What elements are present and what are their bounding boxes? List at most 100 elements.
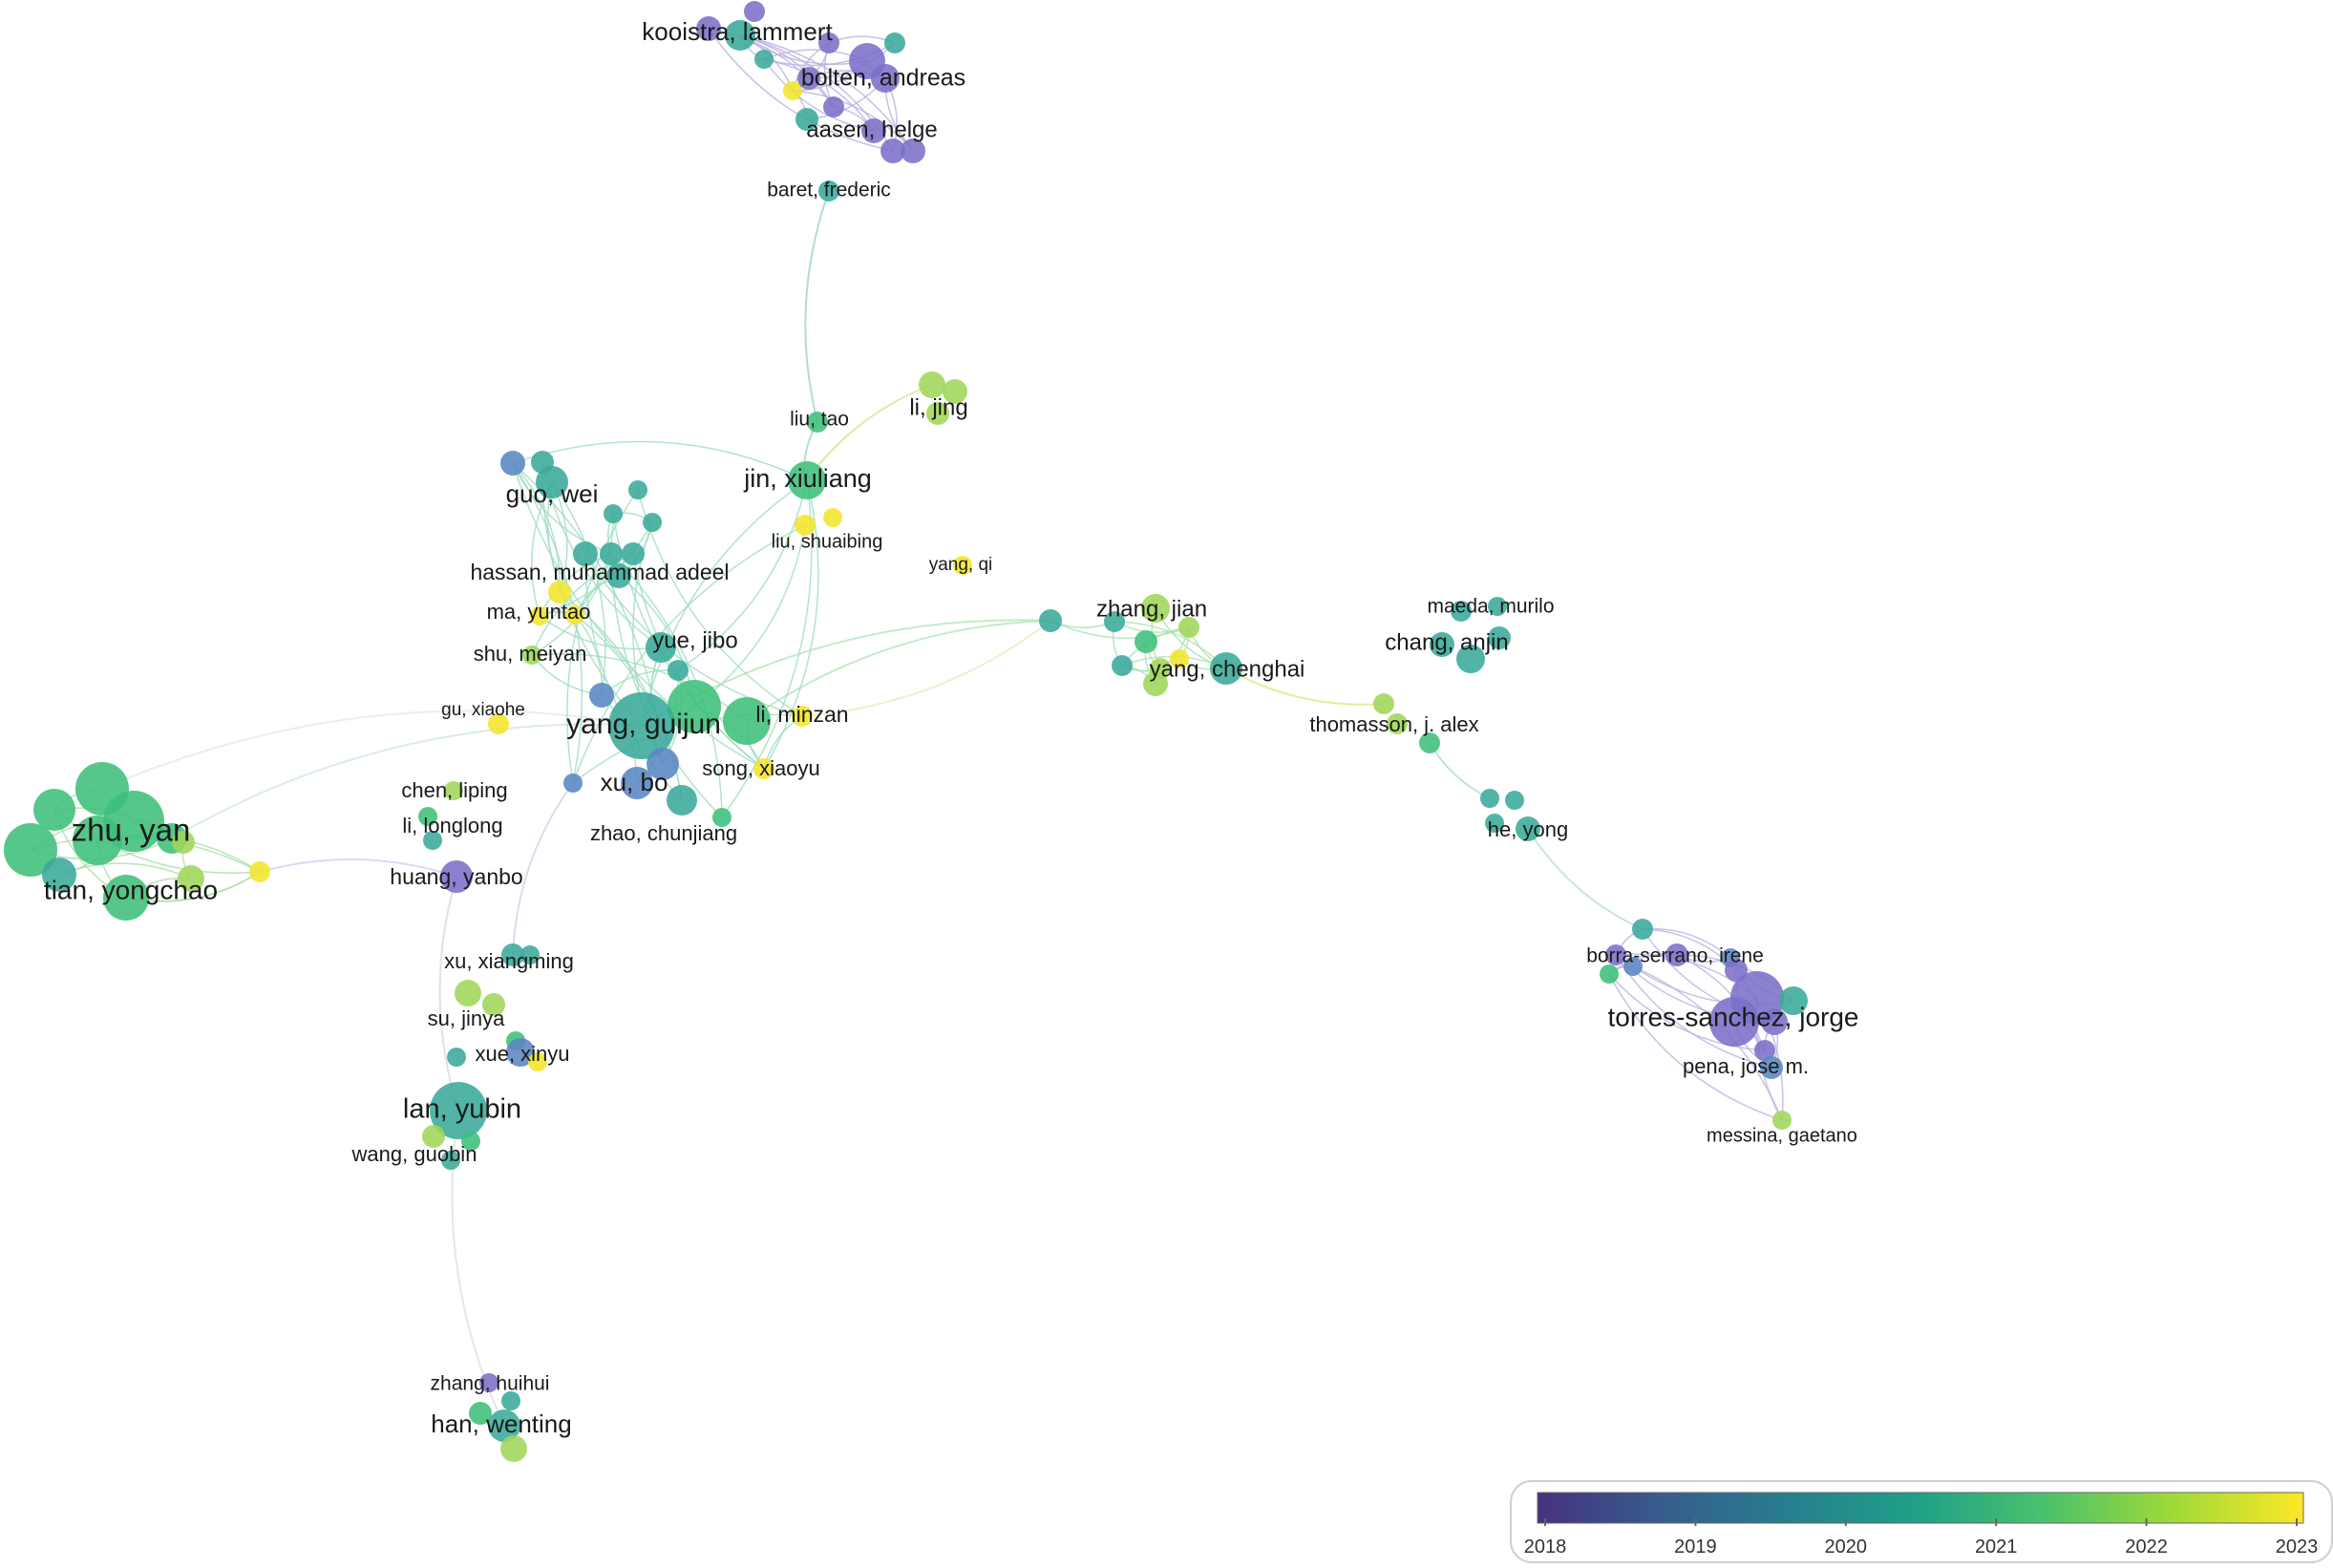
author-node[interactable] bbox=[818, 180, 839, 201]
author-label-zhanghuihui[interactable]: zhang, huihui bbox=[431, 1373, 550, 1395]
author-node[interactable] bbox=[455, 980, 481, 1006]
author-node[interactable] bbox=[792, 706, 813, 727]
author-node[interactable] bbox=[608, 692, 675, 759]
author-node[interactable] bbox=[783, 81, 802, 100]
author-node[interactable] bbox=[447, 1048, 466, 1067]
author-node[interactable] bbox=[901, 138, 925, 163]
author-node[interactable] bbox=[1485, 814, 1504, 833]
author-node[interactable] bbox=[33, 789, 75, 831]
author-node[interactable] bbox=[696, 16, 721, 41]
author-node[interactable] bbox=[823, 508, 842, 527]
author-node[interactable] bbox=[723, 697, 771, 745]
author-node[interactable] bbox=[178, 865, 204, 892]
author-label-lanyubin[interactable]: lan, yubin bbox=[403, 1094, 521, 1125]
author-label-borra[interactable]: borra-serrano, irene bbox=[1586, 945, 1764, 967]
author-node[interactable] bbox=[871, 64, 900, 93]
author-label-liminzan[interactable]: li, minzan bbox=[755, 702, 848, 727]
author-node[interactable] bbox=[1600, 964, 1619, 984]
author-label-zhuyan[interactable]: zhu, yan bbox=[72, 813, 191, 848]
author-label-jinxiuliang[interactable]: jin, xiuliang bbox=[743, 464, 872, 493]
author-node[interactable] bbox=[646, 632, 676, 663]
author-node[interactable] bbox=[668, 660, 689, 681]
author-node[interactable] bbox=[1516, 816, 1540, 841]
author-node[interactable] bbox=[520, 945, 540, 964]
author-label-torres[interactable]: torres-sanchez, jorge bbox=[1607, 1002, 1858, 1031]
author-label-bolten[interactable]: bolten, andreas bbox=[801, 65, 965, 92]
author-label-yuejibo[interactable]: yue, jibo bbox=[652, 627, 737, 653]
author-node[interactable] bbox=[528, 1052, 547, 1071]
author-node[interactable] bbox=[1143, 671, 1168, 696]
author-node[interactable] bbox=[788, 461, 826, 499]
author-node[interactable] bbox=[1665, 943, 1688, 966]
author-node[interactable] bbox=[1488, 597, 1507, 616]
author-node[interactable] bbox=[1760, 1056, 1783, 1079]
author-label-wangguobin[interactable]: wang, guobin bbox=[351, 1142, 477, 1166]
author-node[interactable] bbox=[440, 860, 473, 893]
author-node[interactable] bbox=[1632, 919, 1653, 940]
author-label-huangyanbo[interactable]: huang, yanbo bbox=[390, 864, 522, 889]
author-label-lijing[interactable]: li, jing bbox=[909, 394, 967, 420]
author-node[interactable] bbox=[249, 861, 270, 882]
author-node[interactable] bbox=[643, 513, 662, 532]
author-node[interactable] bbox=[4, 823, 57, 877]
author-node[interactable] bbox=[1779, 986, 1808, 1015]
author-node[interactable] bbox=[1178, 617, 1199, 638]
author-label-aasen[interactable]: aasen, helge bbox=[806, 117, 937, 142]
author-node[interactable] bbox=[573, 541, 598, 566]
author-label-yangchenghai[interactable]: yang, chenghai bbox=[1150, 656, 1305, 682]
author-node[interactable] bbox=[565, 605, 584, 625]
author-node[interactable] bbox=[880, 138, 905, 163]
author-label-changanjin[interactable]: chang, anjin bbox=[1385, 629, 1508, 655]
author-node[interactable] bbox=[668, 680, 721, 733]
author-node[interactable] bbox=[795, 515, 816, 536]
author-node[interactable] bbox=[753, 758, 774, 779]
author-node[interactable] bbox=[1419, 732, 1440, 753]
author-node[interactable] bbox=[461, 1132, 480, 1151]
author-node[interactable] bbox=[621, 767, 653, 799]
author-node[interactable] bbox=[1709, 997, 1759, 1047]
author-node[interactable] bbox=[604, 504, 623, 523]
author-node[interactable] bbox=[823, 96, 844, 117]
author-node[interactable] bbox=[744, 1, 765, 22]
author-node[interactable] bbox=[943, 379, 967, 404]
author-label-mayuntao[interactable]: ma, yuntao bbox=[487, 600, 591, 624]
author-node[interactable] bbox=[1456, 645, 1485, 673]
author-node[interactable] bbox=[953, 556, 972, 575]
author-label-xuexinyu[interactable]: xue, xinyu bbox=[475, 1042, 569, 1066]
author-node[interactable] bbox=[441, 1151, 460, 1170]
author-node[interactable] bbox=[103, 791, 164, 852]
author-node[interactable] bbox=[172, 831, 195, 854]
author-node[interactable] bbox=[1480, 789, 1499, 808]
author-label-liushuaibing[interactable]: liu, shuaibing bbox=[772, 531, 883, 552]
author-label-zhaochunjiang[interactable]: zhao, chunjiang bbox=[590, 821, 737, 845]
author-label-songxiaoyu[interactable]: song, xiaoyu bbox=[702, 756, 820, 780]
author-node[interactable] bbox=[1104, 611, 1125, 632]
author-node[interactable] bbox=[1725, 959, 1748, 982]
author-node[interactable] bbox=[1605, 944, 1626, 965]
author-node[interactable] bbox=[488, 1409, 520, 1442]
author-node[interactable] bbox=[1623, 957, 1643, 976]
author-label-xuxiangming[interactable]: xu, xiangming bbox=[444, 949, 574, 973]
author-node[interactable] bbox=[422, 1125, 445, 1148]
author-node[interactable] bbox=[522, 646, 541, 665]
author-node[interactable] bbox=[807, 412, 828, 433]
author-node[interactable] bbox=[1772, 1111, 1792, 1130]
author-label-hassan[interactable]: hassan, muhammad adeel bbox=[470, 560, 729, 584]
author-node[interactable] bbox=[488, 713, 509, 734]
author-node[interactable] bbox=[1451, 601, 1472, 622]
author-node[interactable] bbox=[501, 1391, 520, 1410]
author-node[interactable] bbox=[712, 808, 732, 827]
author-node[interactable] bbox=[501, 943, 524, 966]
author-node[interactable] bbox=[589, 683, 614, 708]
author-label-liutao[interactable]: liu, tao bbox=[790, 409, 849, 431]
author-label-lilonglong[interactable]: li, longlong bbox=[402, 814, 502, 837]
author-node[interactable] bbox=[563, 773, 583, 793]
author-node[interactable] bbox=[530, 606, 549, 625]
author-node[interactable] bbox=[500, 1435, 527, 1462]
author-node[interactable] bbox=[500, 451, 525, 476]
author-node[interactable] bbox=[1112, 655, 1133, 676]
author-node[interactable] bbox=[479, 1373, 498, 1392]
author-node[interactable] bbox=[430, 1082, 487, 1139]
author-node[interactable] bbox=[926, 402, 949, 425]
author-node[interactable] bbox=[1135, 630, 1157, 653]
